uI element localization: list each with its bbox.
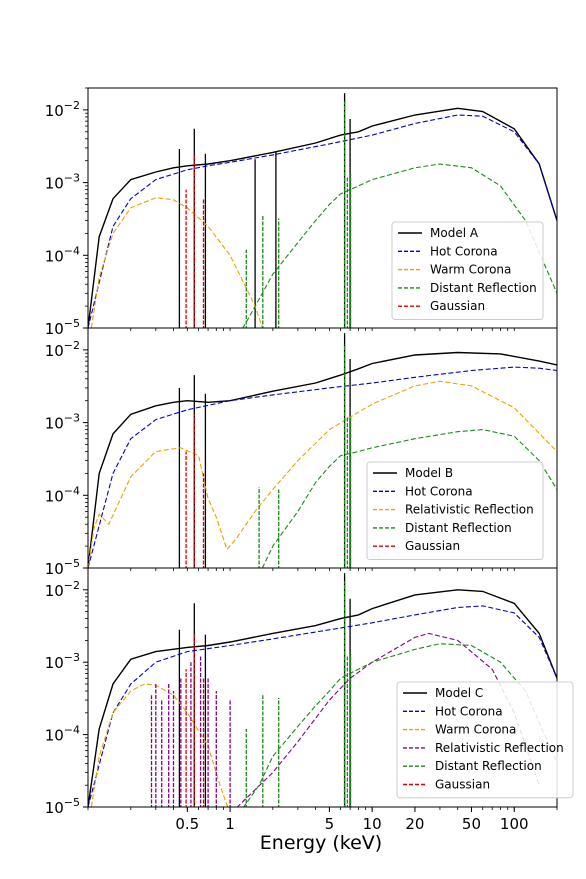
x-tick-label: 0.5	[175, 815, 199, 833]
y-tick-label: 10−4	[45, 484, 80, 505]
y-tick-label: 10−3	[45, 651, 80, 672]
legend-entry: Gaussian	[435, 778, 490, 792]
panel-2: 10−5 10−4 10−3 10−2 Model B Hot Corona Relativ…	[45, 327, 558, 578]
series-line	[242, 643, 557, 807]
series-line	[88, 351, 557, 568]
x-tick-label: 5	[325, 815, 335, 833]
legend-entry: Warm Corona	[435, 723, 516, 737]
legend-entry: Gaussian	[430, 299, 485, 313]
legend-entry: Relativistic Reflection	[435, 741, 564, 755]
legend-entry: Distant Reflection	[430, 281, 537, 295]
legend-entry: Hot Corona	[430, 244, 498, 258]
series-line	[88, 366, 557, 568]
y-tick-label: 10−5	[45, 557, 80, 578]
series-line	[261, 429, 557, 568]
y-tick-label: 10−2	[45, 99, 80, 120]
series-line	[242, 163, 557, 328]
x-tick-label: 10	[363, 815, 382, 833]
legend-entry: Model C	[435, 686, 483, 700]
panel-3: 10−5 10−4 10−3 10−2 0.5 1 5 10 20 50 100 Model C Hot…	[45, 567, 574, 833]
legend-entry: Distant Reflection	[435, 759, 542, 773]
y-tick-label: 10−5	[45, 317, 80, 338]
x-tick-label: 20	[405, 815, 424, 833]
y-tick-label: 10−2	[45, 579, 80, 600]
legend: Model C Hot Corona Warm Corona Relativistic…	[396, 681, 574, 799]
series-line	[88, 107, 557, 328]
series-line	[90, 197, 264, 328]
x-tick-label: 1	[225, 815, 235, 833]
legend-entry: Hot Corona	[435, 704, 503, 718]
legend: Model B Hot Corona Relativistic Reflection…	[366, 461, 544, 560]
legend: Model A Hot Corona Warm Corona Distant Refl…	[391, 221, 544, 320]
x-tick-label: 50	[462, 815, 481, 833]
legend-entry: Model B	[405, 466, 453, 480]
y-tick-label: 10−3	[45, 412, 80, 433]
legend-entry: Hot Corona	[405, 484, 473, 498]
y-tick-label: 10−3	[45, 172, 80, 193]
panel-1: 10−5 10−4 10−3 10−2 Model A Hot Corona Warm Co…	[45, 87, 558, 338]
series-line	[88, 114, 557, 328]
y-tick-label: 10−5	[45, 796, 80, 817]
y-tick-label: 10−4	[45, 244, 80, 265]
y-tick-label: 10−4	[45, 724, 80, 745]
series-line	[236, 632, 540, 807]
series-line	[88, 605, 557, 807]
x-tick-label: 100	[500, 815, 529, 833]
series-line	[88, 589, 557, 807]
series-line	[88, 380, 557, 568]
legend-entry: Distant Reflection	[405, 521, 512, 535]
legend-entry: Gaussian	[405, 539, 460, 553]
legend-entry: Model A	[430, 226, 479, 240]
x-axis-label: Energy (keV)	[260, 832, 382, 854]
legend-entry: Warm Corona	[430, 263, 511, 277]
legend-entry: Relativistic Reflection	[405, 503, 534, 517]
y-tick-label: 10−2	[45, 339, 80, 360]
